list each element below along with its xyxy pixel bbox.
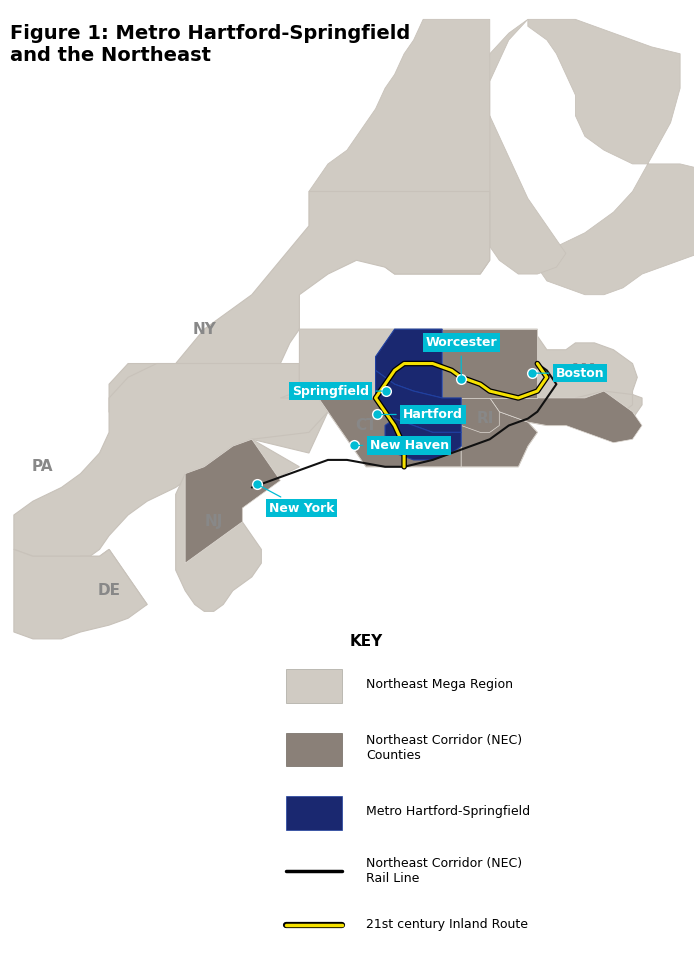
Text: Northeast Corridor (NEC)
Counties: Northeast Corridor (NEC) Counties (366, 734, 523, 762)
Polygon shape (109, 192, 490, 473)
Polygon shape (462, 405, 537, 467)
Polygon shape (462, 398, 499, 433)
Text: 21st century Inland Route: 21st century Inland Route (366, 919, 528, 931)
Text: KEY: KEY (350, 634, 383, 650)
Text: Hartford: Hartford (382, 408, 463, 421)
Polygon shape (480, 19, 566, 274)
Text: New York: New York (260, 486, 335, 515)
Polygon shape (299, 391, 462, 467)
Polygon shape (176, 439, 299, 612)
Text: Boston: Boston (536, 367, 604, 379)
Text: Worcester: Worcester (425, 336, 497, 376)
FancyBboxPatch shape (286, 797, 342, 830)
Text: Figure 1: Metro Hartford-Springfield
and the Northeast: Figure 1: Metro Hartford-Springfield and… (10, 24, 411, 65)
Polygon shape (14, 550, 147, 639)
Polygon shape (385, 418, 462, 460)
Text: NJ: NJ (205, 514, 223, 529)
Text: NY: NY (192, 321, 216, 337)
Polygon shape (299, 329, 642, 426)
Text: CT: CT (355, 418, 377, 433)
Polygon shape (71, 550, 147, 612)
Text: MA: MA (571, 363, 598, 378)
Polygon shape (280, 391, 462, 467)
Polygon shape (490, 391, 642, 442)
Text: RI: RI (476, 411, 493, 426)
Polygon shape (375, 329, 442, 398)
FancyBboxPatch shape (286, 670, 342, 703)
Text: Northeast Corridor (NEC)
Rail Line: Northeast Corridor (NEC) Rail Line (366, 858, 523, 886)
Polygon shape (442, 329, 537, 398)
Polygon shape (14, 364, 328, 557)
Text: PA: PA (32, 459, 53, 474)
Text: Springfield: Springfield (292, 384, 382, 398)
Text: DE: DE (98, 583, 121, 598)
Polygon shape (462, 405, 537, 467)
Text: Metro Hartford-Springfield: Metro Hartford-Springfield (366, 804, 530, 818)
Text: New Haven: New Haven (358, 439, 449, 452)
Polygon shape (185, 439, 280, 563)
Text: Northeast Mega Region: Northeast Mega Region (366, 678, 513, 691)
Polygon shape (528, 19, 694, 294)
FancyBboxPatch shape (286, 733, 342, 767)
Polygon shape (309, 19, 490, 274)
Polygon shape (375, 371, 462, 433)
